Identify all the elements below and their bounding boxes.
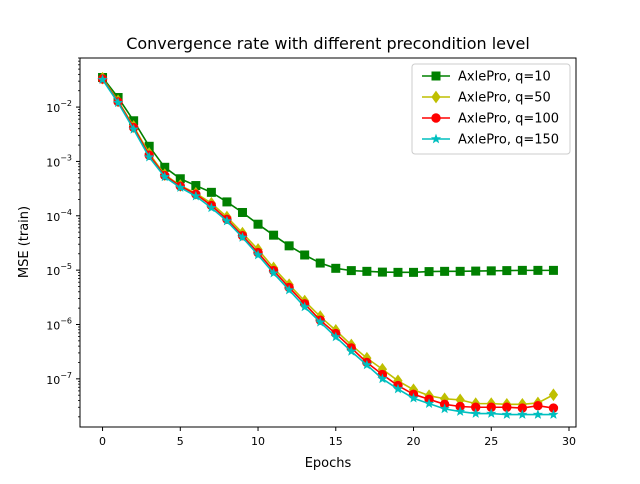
y-tick-label: 10−2 [46,99,72,115]
data-point [315,316,326,327]
x-tick-label: 15 [329,435,343,448]
x-axis-ticks: 0 5 10 15 20 25 30 [99,427,576,448]
data-point [455,406,466,416]
y-tick-label: 10−6 [46,316,72,332]
x-tick-label: 5 [177,435,184,448]
data-point [330,331,341,342]
data-point [501,409,512,419]
data-point [206,202,217,213]
y-axis-label: MSE (train) [17,206,32,278]
x-tick-label: 30 [562,435,576,448]
legend-item: AxlePro, q=150 [422,133,559,148]
x-axis-label: Epochs [305,456,352,471]
data-point [470,408,481,418]
data-point [502,266,512,276]
data-point [439,403,450,414]
legend-label: AxlePro, q=50 [458,91,551,106]
data-point [423,398,435,408]
data-point [253,219,263,229]
data-point [237,207,247,217]
data-point [221,215,233,226]
series-4 [97,74,559,419]
data-point [392,383,404,394]
y-axis-ticks: 10−7 10−6 10−5 10−4 10−3 10−2 [46,57,80,418]
data-point [361,359,372,370]
data-point [533,401,543,411]
data-point [284,241,294,251]
x-tick-label: 0 [99,435,106,448]
data-point [424,267,434,277]
x-tick-label: 20 [407,435,421,448]
data-point [97,74,108,84]
legend: AxlePro, q=10 AxlePro, q=50 AxlePro, q=100… [411,63,571,155]
data-point [128,123,139,134]
data-point [548,265,558,275]
data-point [299,301,310,312]
legend-label: AxlePro, q=150 [458,133,559,148]
data-point [269,230,279,240]
data-point [222,197,232,207]
data-point [377,267,387,277]
data-point [486,266,496,276]
legend-marker [431,71,441,81]
data-point [113,97,124,108]
data-point [315,258,325,268]
series-1 [98,73,558,277]
data-point [517,265,527,275]
data-point [362,266,372,276]
data-point [206,187,216,197]
data-point [300,250,310,260]
data-point [408,392,419,403]
plot-frame [79,57,577,428]
data-point [409,267,419,277]
legend-marker [431,113,441,123]
data-point [252,249,264,260]
legend-item: AxlePro, q=10 [422,70,551,85]
legend-marker [431,90,441,104]
y-tick-label: 10−4 [46,208,72,224]
x-tick-label: 25 [484,435,498,448]
data-point [471,266,481,276]
data-point [517,409,528,419]
data-point [175,182,186,192]
data-point [331,263,341,273]
chart-title: Convergence rate with different precondi… [126,34,530,53]
data-point [237,232,248,242]
data-point [548,388,559,402]
data-point [440,266,450,276]
y-tick-label: 10−5 [46,262,72,278]
data-point [548,409,559,419]
legend-label: AxlePro, q=100 [458,112,559,127]
data-point [533,265,543,275]
legend-box [411,63,571,155]
data-point [268,267,279,278]
data-point [377,373,388,384]
data-point [532,409,543,419]
data-point [455,266,465,276]
data-point [190,190,201,201]
legend-item: AxlePro, q=100 [422,112,559,127]
x-tick-label: 10 [251,435,265,448]
y-tick-label: 10−3 [46,153,72,169]
legend-item: AxlePro, q=50 [422,91,551,106]
data-point [144,151,155,162]
data-point [159,171,170,182]
data-point [486,408,497,418]
data-point [346,346,357,356]
series-layer [97,71,559,419]
legend-marker [430,133,442,144]
data-point [393,267,403,277]
y-tick-label: 10−7 [46,371,72,387]
legend-label: AxlePro, q=10 [458,70,551,85]
data-point [346,266,356,276]
data-point [284,284,295,295]
